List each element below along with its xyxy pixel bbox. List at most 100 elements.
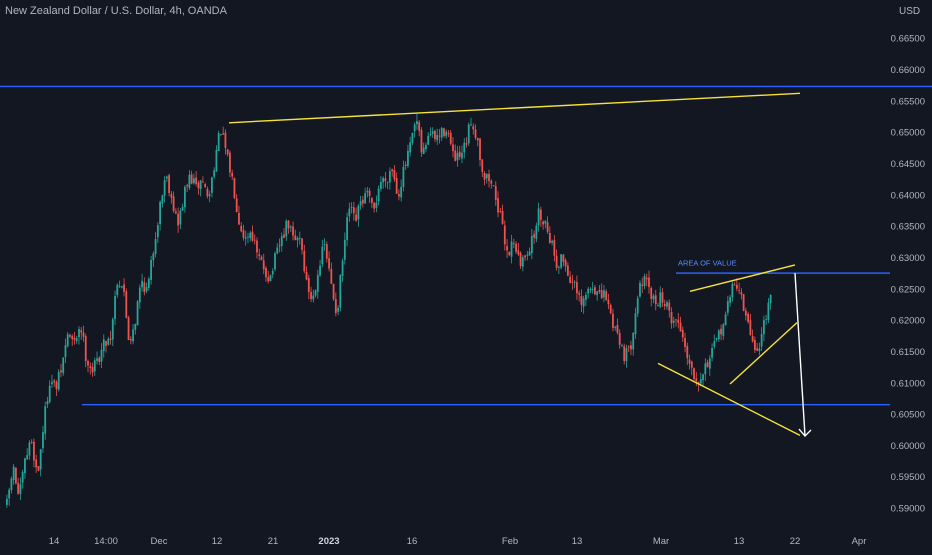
candle-body [12, 466, 15, 481]
candle-body [53, 380, 56, 383]
candle-body [715, 338, 718, 340]
candle-body [199, 180, 202, 190]
candle-body [688, 359, 691, 364]
candle-body [348, 208, 351, 217]
candle-body [652, 295, 655, 300]
candle-body [235, 198, 238, 212]
candle-body [720, 328, 722, 335]
candle-body [339, 275, 342, 308]
x-tick-label: Dec [151, 536, 168, 547]
candle-body [156, 225, 159, 238]
candle-body [129, 338, 132, 341]
candle-body [717, 330, 720, 340]
candle-body [321, 246, 324, 264]
candle-body [316, 274, 319, 292]
candle-body [30, 442, 33, 443]
candle-body [350, 207, 353, 208]
candle-body [285, 220, 288, 237]
candle-body [143, 282, 146, 293]
candle-body [64, 345, 67, 358]
candle-body [84, 335, 87, 362]
candle-body [456, 152, 459, 161]
candle-body [127, 317, 130, 341]
candle-body [211, 177, 213, 193]
candle-body [229, 152, 231, 173]
candle-body [411, 132, 414, 143]
candle-body [524, 255, 526, 258]
candle-body [368, 190, 371, 196]
x-tick-label: 14 [49, 536, 60, 547]
candle-body [183, 186, 186, 208]
candle-body [598, 290, 601, 292]
candle-body [519, 252, 522, 267]
candle-body [485, 173, 488, 179]
candle-body [589, 289, 592, 291]
candle-body [8, 489, 11, 499]
candle-body [271, 270, 274, 275]
y-tick-label: 0.60000 [891, 441, 925, 452]
candle-body [107, 338, 110, 345]
candle-body [44, 406, 47, 434]
candle-body [447, 132, 450, 134]
candle-body [607, 299, 610, 305]
candle-body [438, 135, 441, 137]
candle-body [80, 330, 83, 333]
candle-body [181, 206, 184, 211]
y-tick-label: 0.64500 [891, 159, 925, 170]
candle-body [134, 323, 137, 330]
candle-body [605, 291, 608, 301]
wedge-lower-rising [729, 322, 798, 385]
candle-body [168, 175, 171, 194]
candle-body [238, 212, 240, 225]
candle-body [562, 254, 565, 262]
candle-body [57, 371, 60, 390]
candle-body [62, 357, 65, 374]
candle-body [192, 178, 195, 184]
candle-body [294, 235, 297, 240]
candle-body [75, 338, 78, 342]
candle-body [51, 382, 53, 385]
candle-body [292, 226, 294, 236]
candle-body [735, 284, 738, 289]
candle-body [346, 217, 348, 241]
candle-body [526, 254, 529, 256]
candle-body [24, 458, 26, 474]
y-tick-label: 0.63000 [891, 253, 925, 264]
candle-body [177, 213, 180, 226]
candle-body [213, 170, 216, 177]
candle-body [537, 208, 540, 226]
candle-body [204, 183, 207, 188]
candle-body [733, 284, 736, 286]
candle-body [726, 301, 729, 313]
candle-body [470, 124, 472, 126]
candle-body [553, 240, 556, 256]
candle-body [402, 166, 405, 188]
candle-body [454, 150, 457, 161]
candle-body [713, 341, 716, 347]
candle-body [154, 239, 157, 254]
candle-body [305, 271, 308, 280]
candle-body [341, 260, 344, 276]
x-axis: 14 14:00 Dec 12 21 2023 16 Feb 13 Mar 13 22 Apr [49, 536, 867, 547]
candle-body [150, 259, 152, 281]
candle-body [670, 312, 673, 324]
y-axis: 0.66500 0.66000 0.65500 0.65000 0.64500 0.640… [891, 34, 925, 515]
candle-body [542, 221, 544, 225]
candle-body [330, 268, 333, 284]
candle-body [71, 335, 74, 340]
candle-body [528, 251, 531, 256]
candle-body [681, 329, 684, 338]
candle-body [222, 133, 225, 135]
candle-body [337, 307, 339, 312]
y-tick-label: 0.59500 [891, 472, 925, 483]
x-tick-label: Apr [852, 536, 867, 547]
candle-body [215, 149, 218, 172]
x-tick-label: 13 [734, 536, 745, 547]
candle-body [416, 121, 418, 125]
candle-body [125, 291, 128, 318]
candle-body [352, 207, 355, 214]
candle-body [582, 298, 585, 307]
candle-body [440, 127, 443, 138]
candle-body [60, 370, 62, 373]
